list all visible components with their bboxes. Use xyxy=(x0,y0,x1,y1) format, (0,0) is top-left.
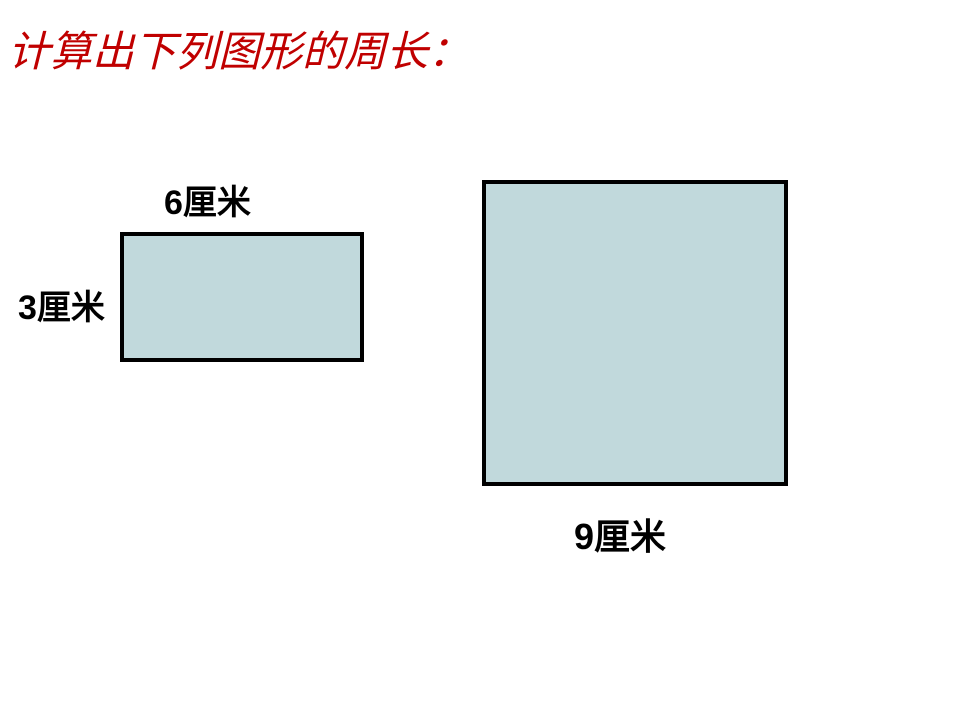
rectangle-left-label: 3厘米 xyxy=(18,280,105,329)
square-shape xyxy=(482,180,788,486)
page-title: 计算出下列图形的周长： xyxy=(8,18,470,79)
rectangle-top-label: 6厘米 xyxy=(164,175,251,224)
square-bottom-label: 9厘米 xyxy=(574,508,666,560)
rectangle-shape xyxy=(120,232,364,362)
